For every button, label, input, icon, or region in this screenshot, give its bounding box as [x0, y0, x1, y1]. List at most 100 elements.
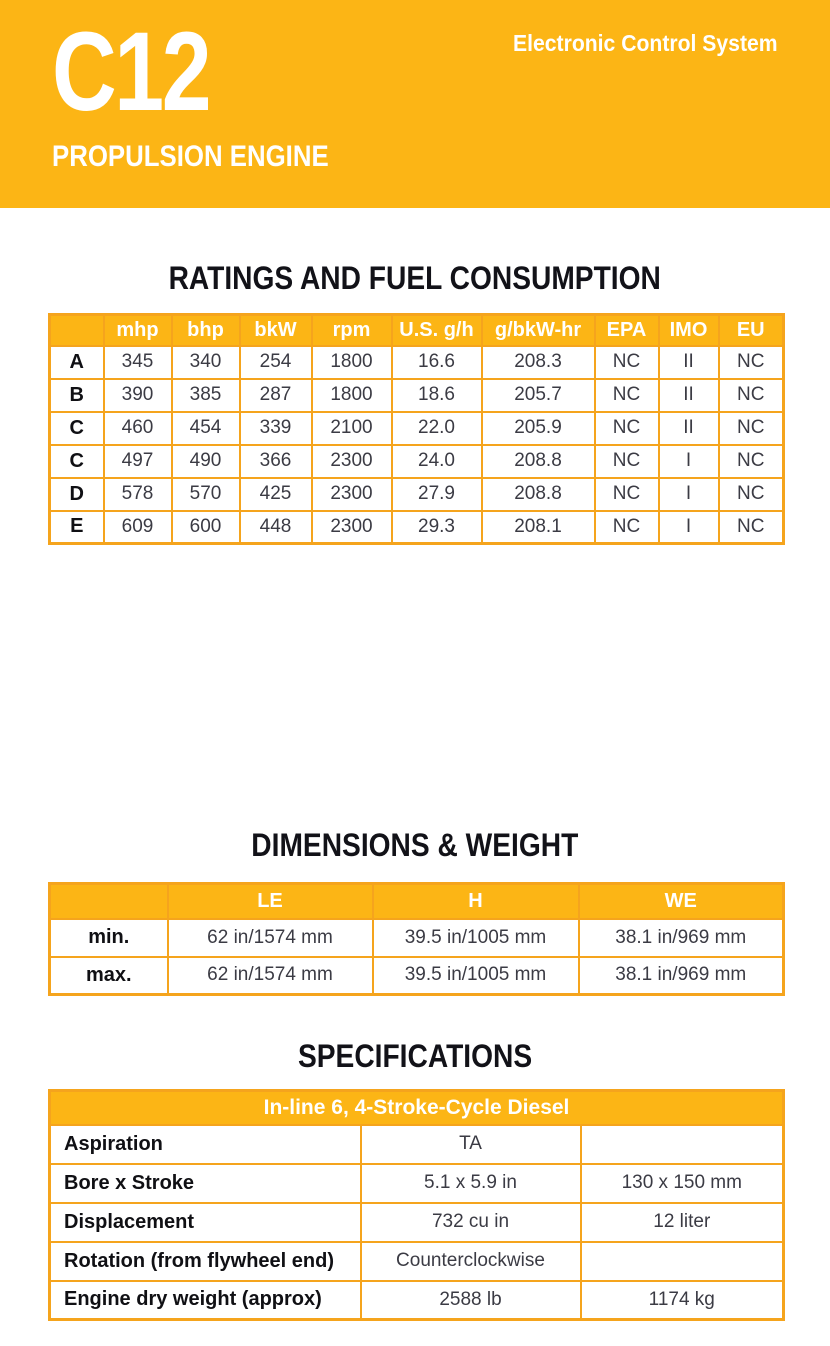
dimensions-cell: 62 in/1574 mm	[166, 955, 374, 996]
ratings-cell: 16.6	[390, 344, 483, 380]
ratings-cell: NC	[717, 509, 785, 545]
ratings-cell: 254	[238, 344, 313, 380]
dimensions-header-row: LE H WE	[48, 882, 785, 920]
dimensions-corner-cell	[48, 882, 169, 920]
ratings-cell: 454	[170, 410, 241, 446]
ratings-row-label: C	[48, 443, 105, 479]
ratings-cell: 208.3	[480, 344, 596, 380]
specification-value-imperial: Counterclockwise	[359, 1240, 582, 1282]
specification-value-metric	[579, 1123, 785, 1165]
specification-label: Rotation (from flywheel end)	[48, 1240, 362, 1282]
ratings-cell: 2300	[310, 476, 393, 512]
ratings-cell: 609	[102, 509, 173, 545]
ratings-column-header: EU	[717, 313, 785, 347]
dimensions-row-label: max.	[48, 955, 169, 996]
ratings-table: mhp bhp bkW rpm U.S. g/h g/bkW-hr EPA IMO EU A 34…	[48, 313, 785, 545]
specification-row: Aspiration TA	[48, 1123, 785, 1165]
ratings-header-row: mhp bhp bkW rpm U.S. g/h g/bkW-hr EPA IMO EU	[48, 313, 785, 347]
ratings-row: E 609 600 448 2300 29.3 208.1 NC I NC	[48, 509, 785, 545]
ratings-cell: NC	[717, 344, 785, 380]
ratings-cell: 345	[102, 344, 173, 380]
ratings-cell: 208.8	[480, 443, 596, 479]
ratings-cell: II	[657, 344, 720, 380]
specifications-section-title: SPECIFICATIONS	[297, 1038, 533, 1074]
ratings-row-label: C	[48, 410, 105, 446]
ratings-cell: 27.9	[390, 476, 483, 512]
specification-label: Aspiration	[48, 1123, 362, 1165]
ratings-cell: 490	[170, 443, 241, 479]
dimensions-cell: 39.5 in/1005 mm	[371, 917, 580, 958]
specification-value-metric: 1174 kg	[579, 1279, 785, 1321]
specification-row: Engine dry weight (approx) 2588 lb 1174 kg	[48, 1279, 785, 1321]
ratings-cell: II	[657, 410, 720, 446]
ratings-cell: 497	[102, 443, 173, 479]
ratings-cell: 2300	[310, 509, 393, 545]
specification-value-metric: 130 x 150 mm	[579, 1162, 785, 1204]
specification-value-imperial: TA	[359, 1123, 582, 1165]
ratings-cell: 460	[102, 410, 173, 446]
ratings-cell: 1800	[310, 344, 393, 380]
ratings-cell: NC	[717, 476, 785, 512]
specification-value-metric	[579, 1240, 785, 1282]
ratings-column-header: rpm	[310, 313, 393, 347]
ratings-cell: NC	[593, 509, 660, 545]
ratings-cell: 205.9	[480, 410, 596, 446]
ratings-cell: NC	[717, 377, 785, 413]
specification-row: Bore x Stroke 5.1 x 5.9 in 130 x 150 mm	[48, 1162, 785, 1204]
ratings-cell: 600	[170, 509, 241, 545]
engine-model-title: C12	[52, 9, 212, 134]
ratings-cell: NC	[593, 344, 660, 380]
ratings-cell: 208.1	[480, 509, 596, 545]
ratings-row: D 578 570 425 2300 27.9 208.8 NC I NC	[48, 476, 785, 512]
ratings-row-label: D	[48, 476, 105, 512]
dimensions-section-title: DIMENSIONS & WEIGHT	[251, 827, 579, 863]
ratings-column-header: bkW	[238, 313, 313, 347]
dimensions-cell: 39.5 in/1005 mm	[371, 955, 580, 996]
ratings-cell: NC	[717, 410, 785, 446]
ratings-cell: 385	[170, 377, 241, 413]
specification-value-imperial: 732 cu in	[359, 1201, 582, 1243]
header-banner: C12 PROPULSION ENGINE Electronic Control…	[0, 0, 830, 208]
ratings-column-header: EPA	[593, 313, 660, 347]
ratings-cell: I	[657, 443, 720, 479]
ratings-row-label: A	[48, 344, 105, 380]
ratings-row-label: E	[48, 509, 105, 545]
specification-value-imperial: 5.1 x 5.9 in	[359, 1162, 582, 1204]
ratings-cell: 570	[170, 476, 241, 512]
ratings-row: B 390 385 287 1800 18.6 205.7 NC II NC	[48, 377, 785, 413]
specification-row: Displacement 732 cu in 12 liter	[48, 1201, 785, 1243]
ratings-cell: NC	[593, 443, 660, 479]
specification-value-imperial: 2588 lb	[359, 1279, 582, 1321]
ratings-cell: 18.6	[390, 377, 483, 413]
dimensions-column-header: H	[371, 882, 580, 920]
ratings-cell: 1800	[310, 377, 393, 413]
specification-row: Rotation (from flywheel end) Counterclock…	[48, 1240, 785, 1282]
page-content: RATINGS AND FUEL CONSUMPTION mhp bhp bkW rp…	[48, 260, 786, 1321]
ratings-section-title: RATINGS AND FUEL CONSUMPTION	[168, 260, 662, 296]
ratings-cell: 425	[238, 476, 313, 512]
ratings-column-header: bhp	[170, 313, 241, 347]
ratings-cell: 390	[102, 377, 173, 413]
ratings-cell: 205.7	[480, 377, 596, 413]
ratings-cell: II	[657, 377, 720, 413]
ratings-cell: 29.3	[390, 509, 483, 545]
ratings-row: C 497 490 366 2300 24.0 208.8 NC I NC	[48, 443, 785, 479]
specifications-table: In-line 6, 4-Stroke-Cycle Diesel Aspirat…	[48, 1089, 786, 1321]
dimensions-row: max. 62 in/1574 mm 39.5 in/1005 mm 38.1 in/…	[48, 955, 785, 996]
ratings-cell: 208.8	[480, 476, 596, 512]
ratings-cell: 2300	[310, 443, 393, 479]
dimensions-table: LE H WE min. 62 in/1574 mm 39.5 in/1005 mm 38…	[48, 882, 785, 996]
dimensions-cell: 62 in/1574 mm	[166, 917, 374, 958]
ratings-column-header: IMO	[657, 313, 720, 347]
ratings-cell: 578	[102, 476, 173, 512]
ratings-cell: 366	[238, 443, 313, 479]
ratings-cell: 22.0	[390, 410, 483, 446]
dimensions-row: min. 62 in/1574 mm 39.5 in/1005 mm 38.1 in/…	[48, 917, 785, 958]
ratings-column-header: g/bkW-hr	[480, 313, 596, 347]
ratings-cell: 2100	[310, 410, 393, 446]
control-system-tagline: Electronic Control System	[513, 30, 778, 56]
ratings-corner-cell	[48, 313, 105, 347]
dimensions-cell: 38.1 in/969 mm	[577, 917, 785, 958]
ratings-column-header: U.S. g/h	[390, 313, 483, 347]
ratings-cell: I	[657, 509, 720, 545]
